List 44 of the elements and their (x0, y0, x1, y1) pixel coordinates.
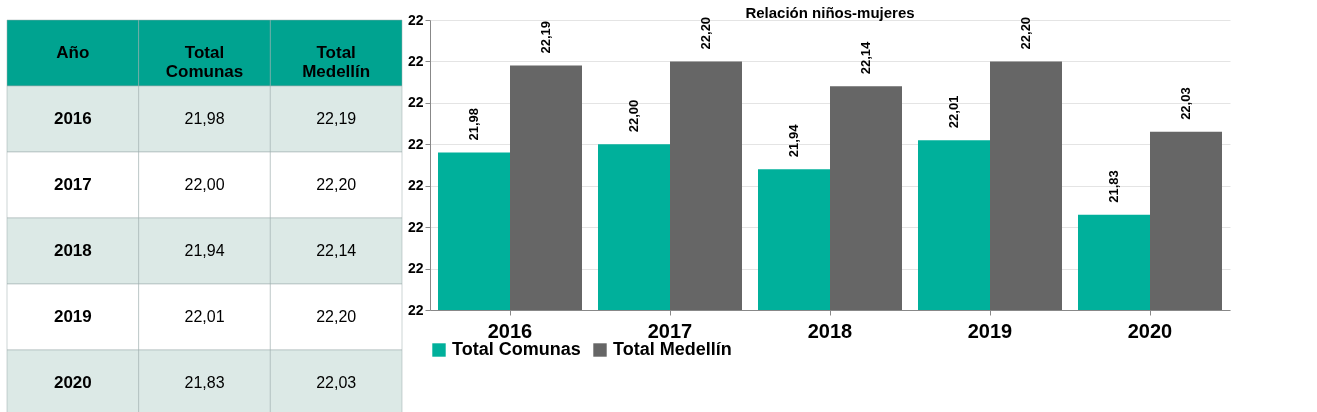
category-label: 2020 (53, 373, 92, 392)
y-tick-label: 22 (407, 218, 424, 235)
category-label: 2019 (53, 307, 92, 326)
data-label: 22,19 (538, 21, 553, 54)
y-tick-label: 22 (407, 301, 424, 318)
text: 22,20 (316, 176, 357, 193)
legend-label: Total Comunas (452, 339, 581, 359)
x-tick-label: 2017 (647, 319, 693, 342)
text: Total Medellín (302, 43, 371, 81)
text: 22,00 (184, 176, 225, 193)
data-label: 22,00 (626, 99, 641, 133)
legend-label: Total Medellín (613, 339, 732, 359)
y-tick-label: 22 (407, 94, 424, 111)
text: 22,14 (316, 242, 357, 259)
y-tick-label: 22 (407, 260, 424, 277)
text: Total Comunas (165, 43, 244, 81)
y-tick-label: 22 (407, 135, 424, 152)
x-tick-label: 2020 (1127, 319, 1173, 342)
data-label: 22,01 (946, 95, 961, 129)
x-tick-label: 2018 (807, 319, 853, 342)
y-tick-label: 22 (407, 177, 424, 194)
text: Año (56, 43, 90, 62)
x-tick-label: 2019 (967, 319, 1013, 342)
text: 22,20 (316, 308, 357, 325)
text: 22,03 (316, 374, 357, 391)
data-label: 22,20 (1018, 16, 1033, 50)
category-label: 2017 (53, 175, 92, 194)
category-label: 2016 (53, 109, 92, 128)
data-label: 21,94 (786, 123, 801, 158)
text: 22,01 (184, 308, 225, 325)
data-label: 22,20 (698, 16, 713, 50)
data-label: 22,14 (858, 40, 873, 75)
x-tick-label: 2016 (487, 319, 533, 342)
data-label: 21,83 (1106, 170, 1121, 203)
data-label: 22,03 (1178, 87, 1193, 120)
y-tick-label: 22 (407, 52, 424, 69)
text: 21,83 (184, 374, 225, 391)
data-label: 21,98 (466, 108, 481, 141)
chart-title: Relación niños-mujeres (745, 4, 915, 21)
y-tick-label: 22 (407, 11, 424, 28)
text: 21,94 (184, 242, 225, 259)
text: 21,98 (184, 110, 225, 127)
text: 22,19 (316, 110, 357, 127)
category-label: 2018 (53, 241, 92, 260)
